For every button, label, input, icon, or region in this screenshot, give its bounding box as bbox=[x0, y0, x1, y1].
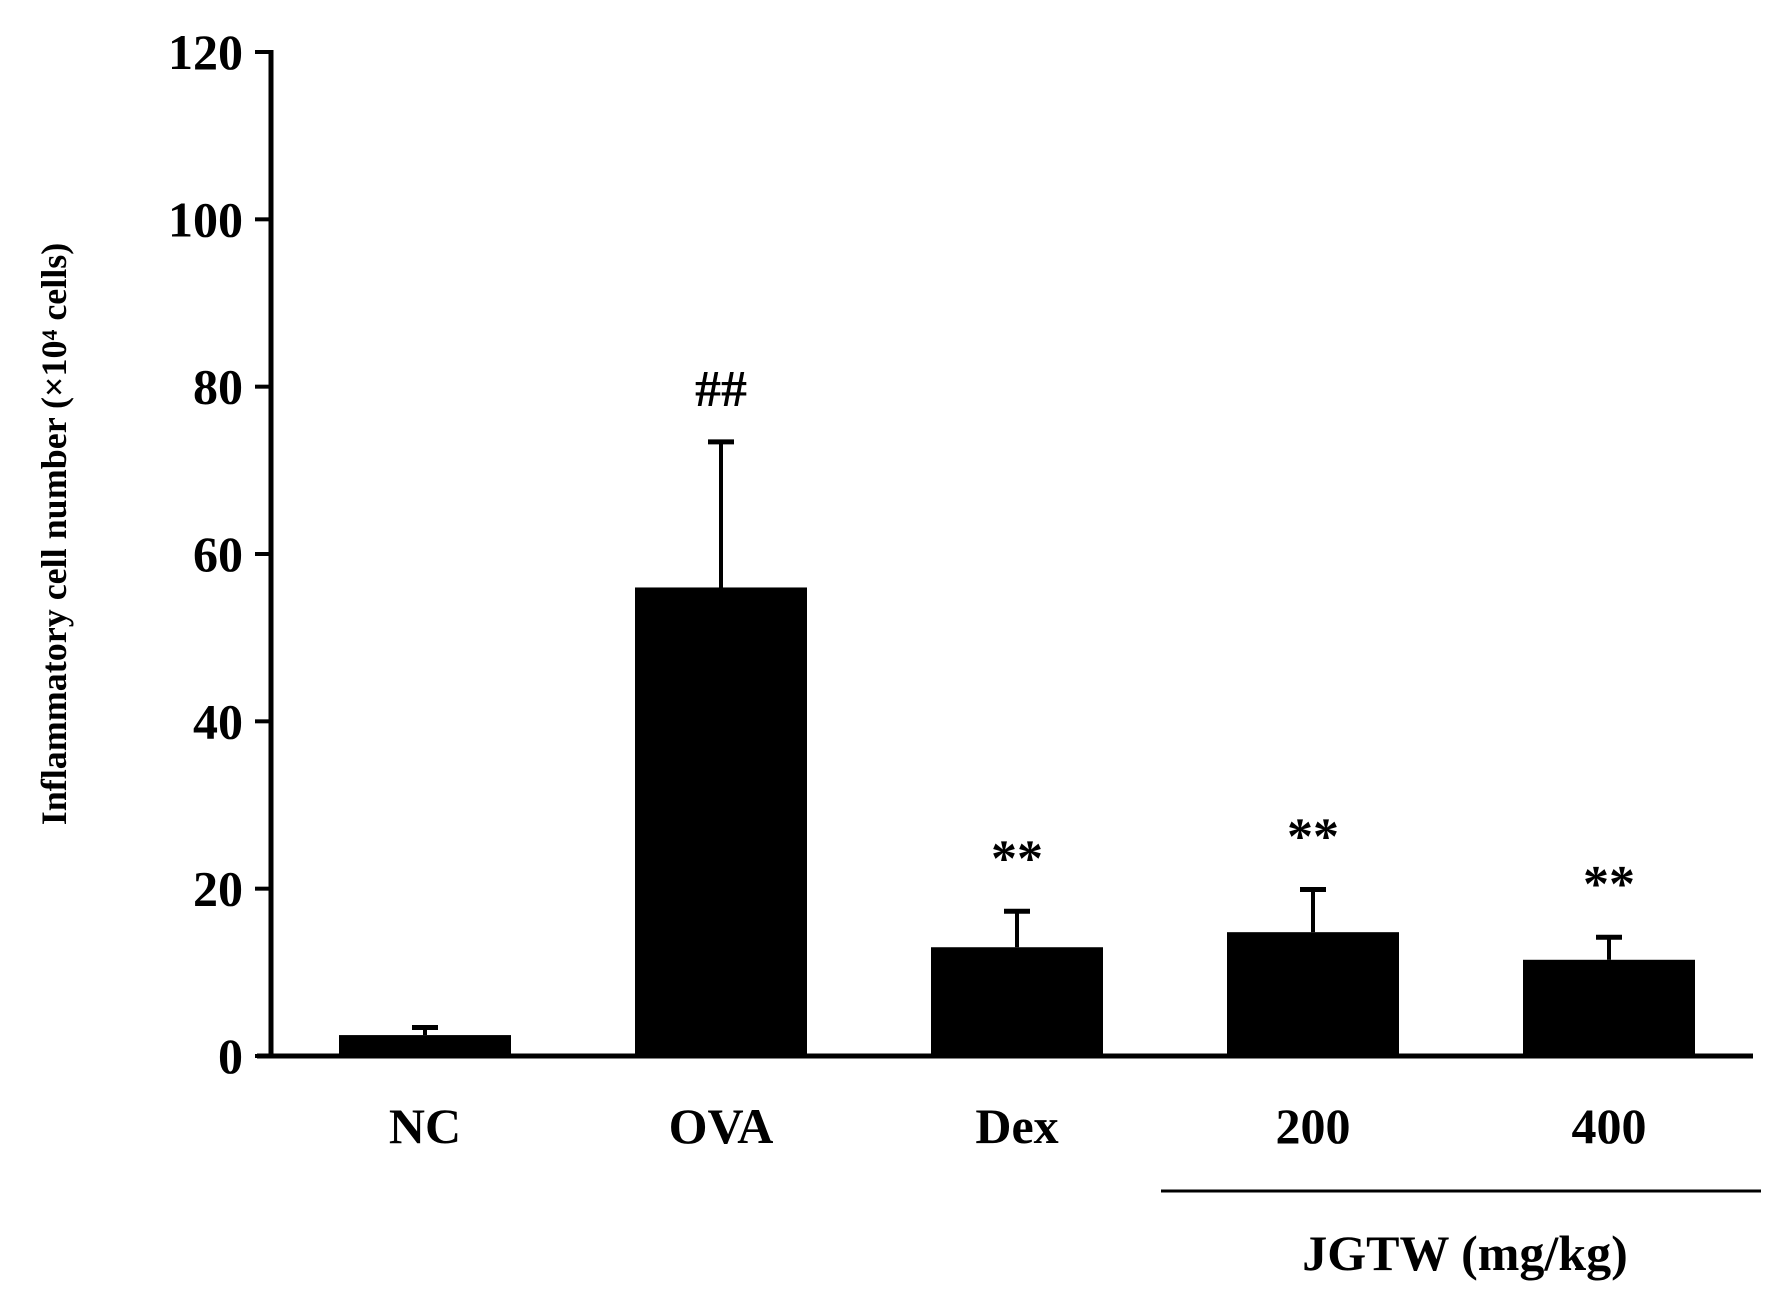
y-tick-label: 80 bbox=[193, 359, 243, 415]
y-tick-label: 120 bbox=[168, 24, 243, 80]
bar bbox=[1523, 959, 1695, 1056]
group-label: JGTW (mg/kg) bbox=[1302, 1225, 1628, 1281]
category-label: NC bbox=[389, 1098, 461, 1154]
bar bbox=[635, 587, 807, 1056]
category-label: 400 bbox=[1572, 1098, 1647, 1154]
significance-mark: ## bbox=[695, 361, 747, 418]
y-tick-label: 20 bbox=[193, 861, 243, 917]
bar bbox=[931, 947, 1103, 1056]
bars-layer bbox=[339, 587, 1695, 1056]
category-label: OVA bbox=[669, 1098, 774, 1154]
category-label: Dex bbox=[975, 1098, 1058, 1154]
y-tick-label: 100 bbox=[168, 191, 243, 247]
significance-annotations: ## ** ** ** bbox=[695, 361, 1635, 913]
bar bbox=[1227, 932, 1399, 1056]
error-bars-layer bbox=[412, 439, 1622, 1036]
y-tick-label: 0 bbox=[218, 1028, 243, 1084]
category-label: 200 bbox=[1276, 1098, 1351, 1154]
x-axis-tick-labels: NC OVA Dex 200 400 bbox=[389, 1098, 1647, 1154]
y-axis-ticks: 0 20 40 60 80 100 120 bbox=[168, 24, 271, 1084]
significance-mark: ** bbox=[1287, 809, 1339, 866]
significance-mark: ** bbox=[991, 830, 1043, 887]
significance-mark: ** bbox=[1583, 856, 1635, 913]
y-tick-label: 40 bbox=[193, 693, 243, 749]
y-axis-title: Inflammatory cell number (×10⁴ cells) bbox=[34, 243, 74, 826]
bar bbox=[339, 1035, 511, 1056]
y-tick-label: 60 bbox=[193, 526, 243, 582]
